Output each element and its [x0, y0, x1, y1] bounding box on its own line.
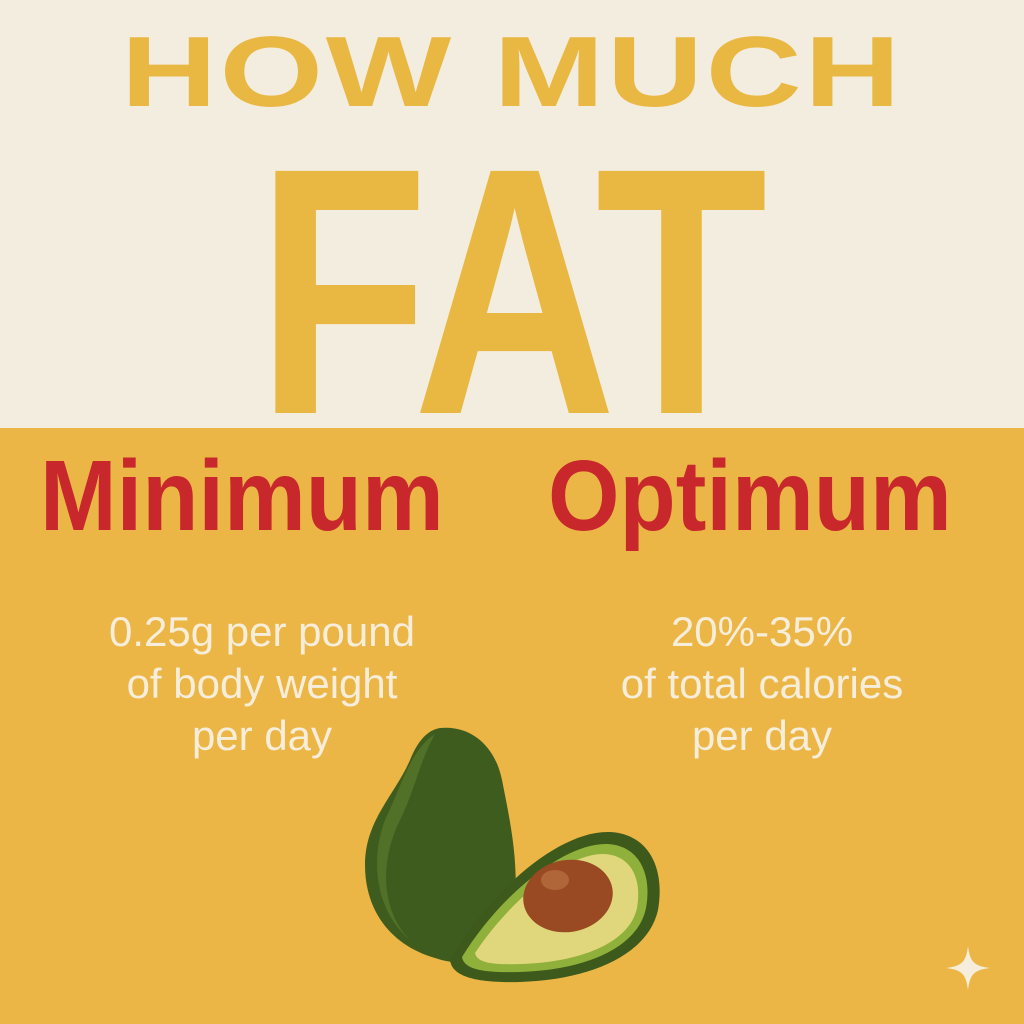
minimum-description: 0.25g per pound of body weight per day: [32, 606, 492, 762]
optimum-description: 20%-35% of total calories per day: [532, 606, 992, 762]
desc-line: 0.25g per pound: [109, 608, 415, 655]
sparkle-icon: [946, 946, 990, 990]
desc-line: of total calories: [620, 660, 904, 707]
title-line2: FAT: [256, 94, 768, 488]
heading-optimum: Optimum: [548, 440, 952, 552]
desc-line: per day: [691, 712, 833, 759]
desc-line: per day: [191, 712, 333, 759]
top-band: [0, 0, 1024, 428]
avocado-illustration: [365, 727, 660, 983]
desc-line: 20%-35%: [670, 608, 854, 655]
desc-line: of body weight: [126, 660, 398, 707]
title-line1: HOW MUCH: [120, 16, 904, 128]
heading-minimum: Minimum: [40, 440, 444, 552]
